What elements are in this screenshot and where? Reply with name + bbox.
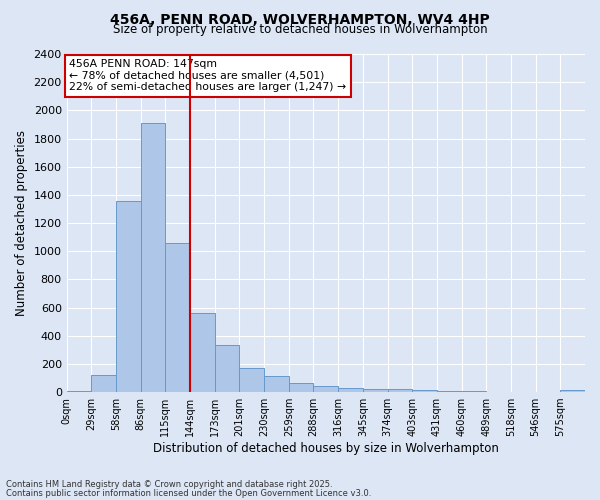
Text: 456A, PENN ROAD, WOLVERHAMPTON, WV4 4HP: 456A, PENN ROAD, WOLVERHAMPTON, WV4 4HP <box>110 12 490 26</box>
Y-axis label: Number of detached properties: Number of detached properties <box>15 130 28 316</box>
Bar <box>338 388 363 392</box>
Bar <box>67 390 91 392</box>
Bar <box>215 345 239 392</box>
Bar <box>91 375 116 392</box>
Text: Contains HM Land Registry data © Crown copyright and database right 2025.: Contains HM Land Registry data © Crown c… <box>6 480 332 489</box>
Bar <box>560 390 585 392</box>
Bar <box>166 243 190 392</box>
Text: 456A PENN ROAD: 147sqm
← 78% of detached houses are smaller (4,501)
22% of semi-: 456A PENN ROAD: 147sqm ← 78% of detached… <box>69 59 346 92</box>
Bar <box>363 388 388 392</box>
Bar <box>313 386 338 392</box>
Bar <box>116 200 141 392</box>
Bar <box>264 376 289 392</box>
Bar <box>289 383 313 392</box>
Bar <box>388 390 412 392</box>
Bar <box>190 313 215 392</box>
Text: Contains public sector information licensed under the Open Government Licence v3: Contains public sector information licen… <box>6 488 371 498</box>
Bar <box>412 390 437 392</box>
Text: Size of property relative to detached houses in Wolverhampton: Size of property relative to detached ho… <box>113 24 487 36</box>
X-axis label: Distribution of detached houses by size in Wolverhampton: Distribution of detached houses by size … <box>153 442 499 455</box>
Bar <box>239 368 264 392</box>
Bar <box>141 123 166 392</box>
